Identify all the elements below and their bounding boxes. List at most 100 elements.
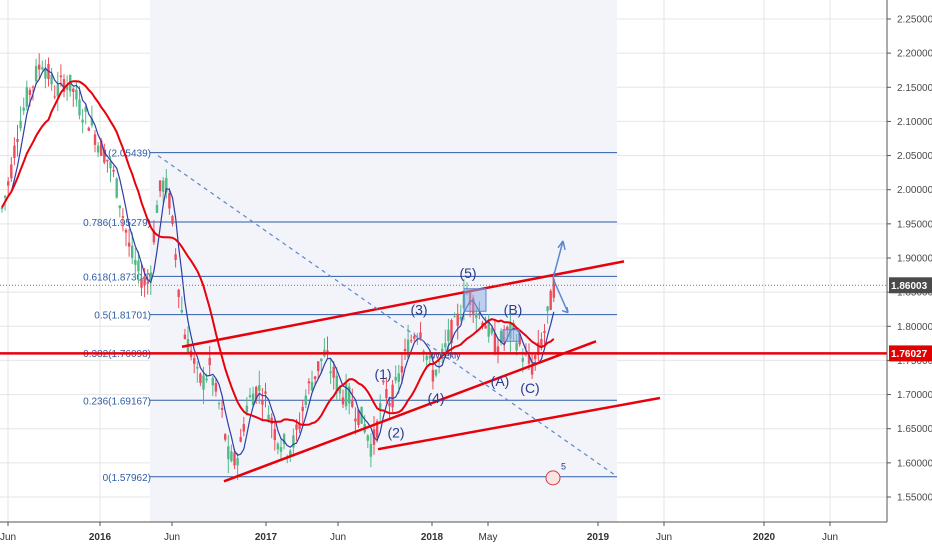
candle-body xyxy=(270,417,273,424)
candle-body xyxy=(131,245,134,258)
dashed-diagonal-line[interactable] xyxy=(157,155,618,478)
candle-body xyxy=(338,386,342,394)
candle-body xyxy=(453,316,456,318)
candle-body xyxy=(357,409,360,426)
candle-body xyxy=(109,161,112,169)
candle-body xyxy=(152,230,156,243)
candle-body xyxy=(121,216,125,218)
projection-arrow-up-head[interactable] xyxy=(557,240,564,249)
wave-label: (3) xyxy=(410,301,427,317)
candle-body xyxy=(143,279,146,286)
candle-body xyxy=(379,403,382,410)
candle-body xyxy=(183,334,187,340)
candle-body xyxy=(295,424,298,430)
candle-body xyxy=(96,145,100,153)
projection-arrow-down-head[interactable] xyxy=(561,309,569,314)
y-tick-label: 2.10000 xyxy=(897,117,932,128)
candle-body xyxy=(540,339,543,348)
candle-body xyxy=(146,282,149,284)
highlight-box[interactable] xyxy=(502,329,520,342)
projection-arrow-up[interactable] xyxy=(552,240,564,279)
candle-body xyxy=(530,365,534,375)
candle-body xyxy=(549,290,552,310)
candle-body xyxy=(25,87,28,107)
candle-body xyxy=(158,180,162,192)
candle-body xyxy=(428,355,431,359)
fib-level-label: 0(1.57962) xyxy=(103,473,151,484)
candle-body xyxy=(248,395,252,398)
wave-label: (1) xyxy=(374,366,391,382)
candle-body xyxy=(416,337,419,339)
x-tick-label: Jun xyxy=(656,532,672,543)
timeframe-label: Weekly xyxy=(431,351,461,361)
candle-body xyxy=(307,381,311,384)
candle-body xyxy=(3,195,7,198)
candle-body xyxy=(0,207,4,210)
y-axis[interactable]: 2.25000 2.20000 2.15000 2.10000 2.05000 2.000… xyxy=(887,15,932,504)
candle-body xyxy=(239,436,242,442)
y-tick-label: 2.00000 xyxy=(897,185,932,196)
x-axis[interactable]: Jun 2016 Jun 2017 Jun 2018 May 2019 Jun 2020 Jun xyxy=(0,522,838,543)
candle-body xyxy=(369,443,373,457)
channel-lower-trendline[interactable] xyxy=(223,340,597,483)
candle-body xyxy=(397,373,400,382)
candle-body xyxy=(50,74,53,85)
candle-body xyxy=(487,319,490,337)
candle-body xyxy=(155,204,159,213)
event-marker-icon[interactable] xyxy=(545,470,561,486)
candle-body xyxy=(444,343,447,348)
candle-body xyxy=(81,119,84,123)
candle-body xyxy=(279,447,283,452)
candle-body xyxy=(394,376,397,381)
wave-trendline[interactable] xyxy=(377,396,661,451)
candle-body xyxy=(413,336,416,339)
candle-body xyxy=(267,414,270,422)
candle-body xyxy=(317,361,320,372)
projection-arrow-down[interactable] xyxy=(552,278,569,313)
channel-upper-trendline[interactable] xyxy=(181,260,625,348)
candle-body xyxy=(75,89,78,100)
candle-body xyxy=(484,325,487,329)
candle-body xyxy=(171,216,174,224)
candle-body xyxy=(375,421,379,438)
candle-body xyxy=(391,384,394,408)
price-label-value: 1.86003 xyxy=(891,281,928,292)
candle-body xyxy=(78,99,81,116)
candle-body xyxy=(202,375,205,390)
projection-arrow-up-head[interactable] xyxy=(562,240,566,250)
candle-body xyxy=(196,367,199,369)
x-tick-label: Jun xyxy=(164,532,180,543)
candle-body xyxy=(16,138,19,142)
price-label-value: 1.76027 xyxy=(891,349,928,360)
candle-body xyxy=(162,180,165,192)
candle-body xyxy=(134,259,137,265)
candle-body xyxy=(341,397,345,405)
fib-level-label: 0.786(1.95279) xyxy=(83,218,151,229)
candle-body xyxy=(422,350,425,353)
candle-body xyxy=(437,361,441,363)
candle-body xyxy=(22,107,25,111)
y-tick-label: 1.70000 xyxy=(897,390,932,401)
candle-body xyxy=(493,332,497,355)
price-label-box xyxy=(889,345,932,362)
fib-level-label: 1(2.05439) xyxy=(103,149,151,160)
fib-level-label: 0.5(1.81701) xyxy=(94,311,151,322)
candle-body xyxy=(227,446,230,460)
drawings[interactable] xyxy=(0,155,887,483)
candle-body xyxy=(320,358,323,362)
highlight-box[interactable] xyxy=(463,288,487,312)
candle-body xyxy=(543,331,546,333)
y-tick-label: 1.95000 xyxy=(897,219,932,230)
y-tick-label: 2.25000 xyxy=(897,15,932,26)
candle-body xyxy=(19,120,22,129)
candle-body xyxy=(388,402,391,407)
candle-body xyxy=(496,346,500,354)
candle-body xyxy=(224,434,227,440)
projection-arrow-down-head[interactable] xyxy=(566,307,569,313)
candle-body xyxy=(406,339,410,358)
candle-body xyxy=(65,85,69,90)
candle-body xyxy=(44,69,47,79)
candle-body xyxy=(106,159,109,162)
